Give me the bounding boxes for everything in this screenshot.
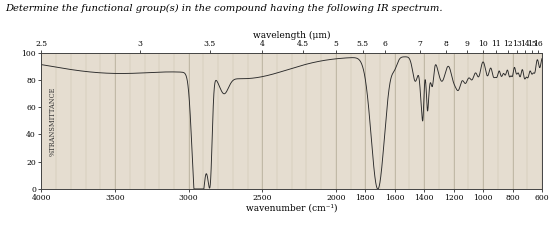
X-axis label: wavenumber (cm⁻¹): wavenumber (cm⁻¹) [246, 204, 337, 213]
Text: Determine the functional group(s) in the compound having the following IR spectr: Determine the functional group(s) in the… [6, 3, 443, 13]
X-axis label: wavelength (μm): wavelength (μm) [253, 31, 331, 41]
Text: %TRANSMITTANCE: %TRANSMITTANCE [49, 86, 56, 155]
